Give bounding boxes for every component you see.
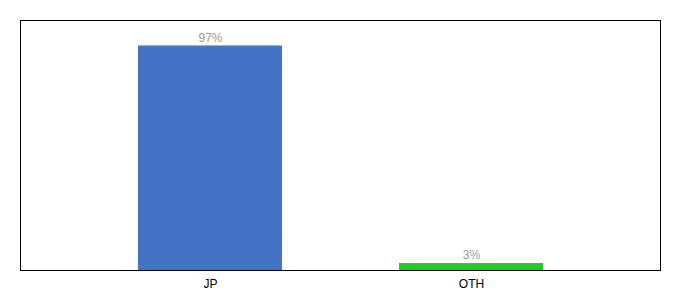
svg-text:JP: JP xyxy=(203,277,217,291)
svg-text:97%: 97% xyxy=(198,31,222,45)
svg-text:3%: 3% xyxy=(463,248,481,262)
svg-text:OTH: OTH xyxy=(459,277,484,291)
